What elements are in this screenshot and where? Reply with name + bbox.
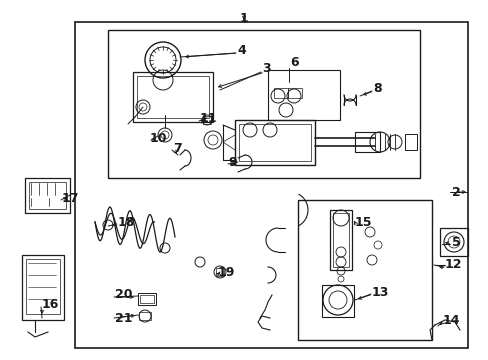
Bar	[140, 295, 154, 303]
Bar	[321, 285, 353, 317]
Bar	[137, 76, 208, 118]
Text: 20: 20	[115, 288, 132, 302]
Bar	[267, 70, 339, 120]
Text: 17: 17	[62, 192, 80, 204]
Text: 13: 13	[371, 285, 388, 298]
Bar	[108, 30, 419, 178]
Text: 4: 4	[237, 44, 245, 57]
Bar	[273, 88, 287, 98]
Text: 6: 6	[289, 55, 298, 68]
Text: 11: 11	[200, 112, 217, 125]
Bar	[139, 312, 151, 320]
Bar	[138, 293, 156, 305]
Bar	[439, 228, 467, 256]
Bar	[133, 72, 213, 122]
Bar	[22, 255, 64, 320]
Bar	[239, 124, 310, 161]
Bar	[25, 178, 70, 213]
Bar	[354, 132, 379, 152]
Text: 10: 10	[150, 131, 167, 144]
Bar	[297, 200, 431, 340]
Bar	[29, 182, 66, 209]
Bar	[203, 116, 210, 124]
Bar	[332, 213, 348, 267]
Bar	[75, 22, 467, 348]
Text: 7: 7	[173, 141, 182, 154]
Text: 14: 14	[442, 314, 460, 327]
Bar	[26, 259, 60, 314]
Text: 1: 1	[239, 12, 248, 25]
Text: 8: 8	[372, 81, 381, 94]
Text: 3: 3	[262, 62, 270, 75]
Text: 16: 16	[42, 298, 59, 311]
Bar	[235, 120, 314, 165]
Text: 2: 2	[451, 185, 460, 198]
Text: 15: 15	[354, 216, 372, 229]
Bar	[216, 268, 224, 276]
Text: 19: 19	[218, 266, 235, 279]
Text: 18: 18	[118, 216, 135, 229]
Text: 9: 9	[227, 156, 236, 168]
Text: 5: 5	[451, 235, 460, 248]
Text: 21: 21	[115, 311, 132, 324]
Bar	[287, 88, 302, 98]
Text: 12: 12	[444, 258, 462, 271]
Bar	[329, 210, 351, 270]
Bar	[404, 134, 416, 150]
